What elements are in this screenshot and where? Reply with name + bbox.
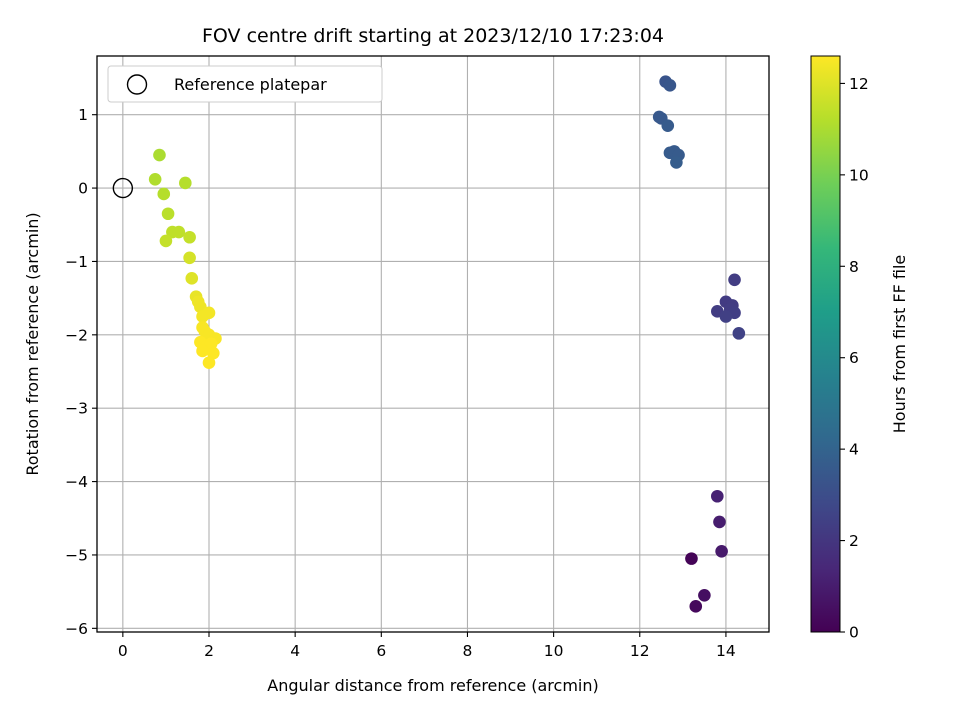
- colorbar-tick-label: 10: [849, 166, 869, 184]
- data-point: [728, 273, 741, 287]
- data-point: [698, 589, 711, 602]
- colorbar: 0 2 4 6 8 10 12: [810, 55, 869, 642]
- plot-frame: [96, 55, 770, 633]
- y-axis-title: Rotation from reference (arcmin): [23, 212, 42, 475]
- y-tick-label: 0: [78, 180, 88, 198]
- y-tick-label: −5: [65, 546, 88, 564]
- data-point: [670, 156, 683, 169]
- y-tick-label: −3: [65, 400, 88, 418]
- legend: Reference platepar: [107, 65, 383, 103]
- reference-platepar-marker: [112, 177, 134, 199]
- colorbar-ticks: 0 2 4 6 8 10 12: [840, 75, 869, 642]
- colorbar-tick-label: 8: [849, 258, 859, 276]
- data-point: [183, 251, 196, 265]
- data-point: [179, 176, 192, 190]
- data-point: [185, 272, 199, 285]
- colorbar-label: Hours from first FF file: [890, 255, 909, 434]
- colorbar-tick-label: 4: [849, 441, 859, 459]
- data-point: [685, 552, 698, 565]
- colorbar-tick-label: 12: [849, 75, 869, 93]
- legend-label: Reference platepar: [174, 75, 327, 94]
- data-point: [204, 337, 218, 350]
- data-point: [713, 515, 726, 529]
- x-tick-label: 14: [716, 642, 736, 660]
- legend-reference-marker: [126, 74, 148, 95]
- data-point: [719, 310, 733, 323]
- y-tick-label: 1: [78, 106, 88, 124]
- y-tick-label: −2: [65, 326, 88, 344]
- colorbar-scale: [810, 55, 841, 633]
- y-tick-label: −1: [65, 253, 88, 271]
- chart-title: FOV centre drift starting at 2023/12/10 …: [202, 25, 664, 47]
- legend-box: [107, 65, 383, 103]
- colorbar-tick-label: 0: [849, 624, 859, 642]
- x-axis-title: Angular distance from reference (arcmin): [267, 676, 598, 695]
- data-point: [207, 346, 220, 360]
- colorbar-tick-label: 2: [849, 532, 859, 550]
- data-point: [715, 544, 728, 558]
- data-point: [157, 187, 171, 201]
- data-point: [159, 234, 173, 248]
- data-point: [689, 600, 703, 613]
- data-point: [663, 79, 677, 92]
- x-tick-label: 0: [118, 642, 128, 660]
- data-point: [711, 489, 724, 503]
- data-point: [202, 356, 216, 370]
- data-points: [112, 75, 746, 613]
- data-point: [148, 172, 162, 186]
- x-tick-label: 12: [630, 642, 650, 660]
- x-tick-label: 6: [376, 642, 386, 660]
- x-tick-label: 8: [463, 642, 473, 660]
- colorbar-tick-label: 6: [849, 349, 859, 367]
- data-point: [202, 306, 216, 320]
- data-point: [172, 225, 186, 239]
- y-tick-label: −4: [65, 473, 88, 491]
- data-point: [196, 344, 209, 358]
- data-point: [161, 207, 175, 221]
- x-tick-label: 2: [204, 642, 214, 660]
- x-tick-label: 10: [544, 642, 564, 660]
- y-tick-label: −6: [65, 620, 88, 638]
- data-point: [183, 230, 196, 244]
- data-point: [732, 327, 746, 340]
- x-tick-label: 4: [290, 642, 300, 660]
- data-point: [661, 119, 675, 133]
- data-point: [153, 148, 166, 162]
